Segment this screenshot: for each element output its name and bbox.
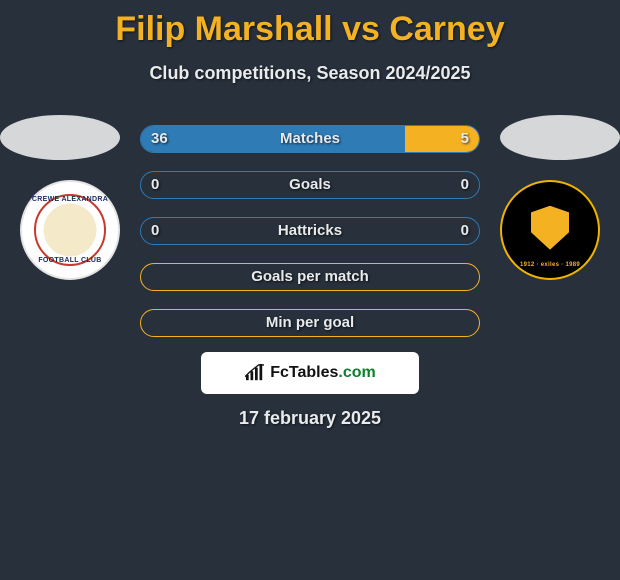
stat-row: Goals per match bbox=[140, 263, 480, 291]
page-subtitle: Club competitions, Season 2024/2025 bbox=[0, 63, 620, 84]
stat-label: Matches bbox=[141, 126, 479, 152]
date-label: 17 february 2025 bbox=[0, 408, 620, 429]
page-title: Filip Marshall vs Carney bbox=[0, 0, 620, 49]
stat-row: 00Hattricks bbox=[140, 217, 480, 245]
brand-text: FcTables.com bbox=[270, 364, 376, 382]
stat-label: Goals bbox=[141, 172, 479, 198]
brand-box: FcTables.com bbox=[201, 352, 419, 394]
player-silhouette-left bbox=[0, 115, 120, 160]
club-badge-right: 1912 · exiles · 1989 bbox=[500, 180, 600, 280]
brand-name: FcTables bbox=[270, 364, 338, 381]
chart-icon bbox=[244, 364, 266, 382]
stat-row: Min per goal bbox=[140, 309, 480, 337]
club-left-name-bot: FOOTBALL CLUB bbox=[22, 257, 118, 264]
stat-row: 365Matches bbox=[140, 125, 480, 153]
stat-label: Hattricks bbox=[141, 218, 479, 244]
player-silhouette-right bbox=[500, 115, 620, 160]
brand-suffix: .com bbox=[338, 364, 375, 381]
stats-comparison: 365Matches 00Goals 00Hattricks Goals per ma… bbox=[140, 125, 480, 355]
club-badge-left: CREWE ALEXANDRA FOOTBALL CLUB bbox=[20, 180, 120, 280]
stat-row: 00Goals bbox=[140, 171, 480, 199]
club-left-name-top: CREWE ALEXANDRA bbox=[22, 196, 118, 203]
stat-label: Min per goal bbox=[141, 310, 479, 336]
stat-label: Goals per match bbox=[141, 264, 479, 290]
club-right-name-bot: 1912 · exiles · 1989 bbox=[502, 262, 598, 268]
